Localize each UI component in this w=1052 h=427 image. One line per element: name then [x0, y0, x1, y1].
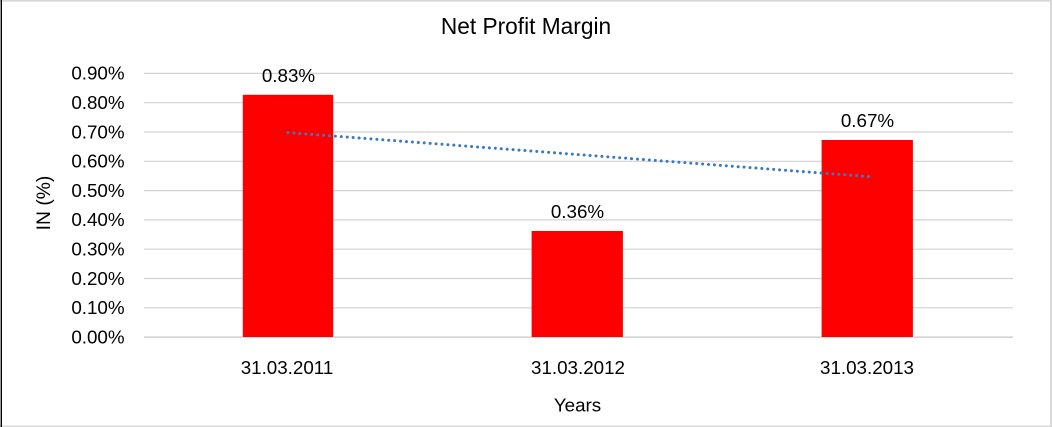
svg-text:IN (%): IN (%) — [34, 176, 55, 231]
svg-text:0.00%: 0.00% — [71, 326, 125, 347]
svg-text:0.83%: 0.83% — [262, 65, 316, 86]
svg-text:0.40%: 0.40% — [71, 209, 125, 230]
svg-text:0.60%: 0.60% — [71, 151, 125, 172]
svg-text:0.20%: 0.20% — [71, 268, 125, 289]
svg-text:31.03.2012: 31.03.2012 — [531, 357, 625, 378]
svg-text:Years: Years — [554, 394, 601, 415]
svg-text:0.30%: 0.30% — [71, 239, 125, 260]
svg-text:0.36%: 0.36% — [551, 201, 605, 222]
svg-text:31.03.2013: 31.03.2013 — [820, 357, 914, 378]
svg-text:31.03.2011: 31.03.2011 — [241, 357, 334, 378]
svg-text:0.67%: 0.67% — [841, 110, 895, 131]
svg-text:0.50%: 0.50% — [71, 180, 125, 201]
svg-text:0.70%: 0.70% — [71, 121, 125, 142]
svg-text:0.10%: 0.10% — [71, 297, 125, 318]
svg-text:0.90%: 0.90% — [71, 63, 125, 84]
svg-text:Net Profit Margin: Net Profit Margin — [441, 13, 611, 39]
svg-text:0.80%: 0.80% — [71, 92, 125, 113]
